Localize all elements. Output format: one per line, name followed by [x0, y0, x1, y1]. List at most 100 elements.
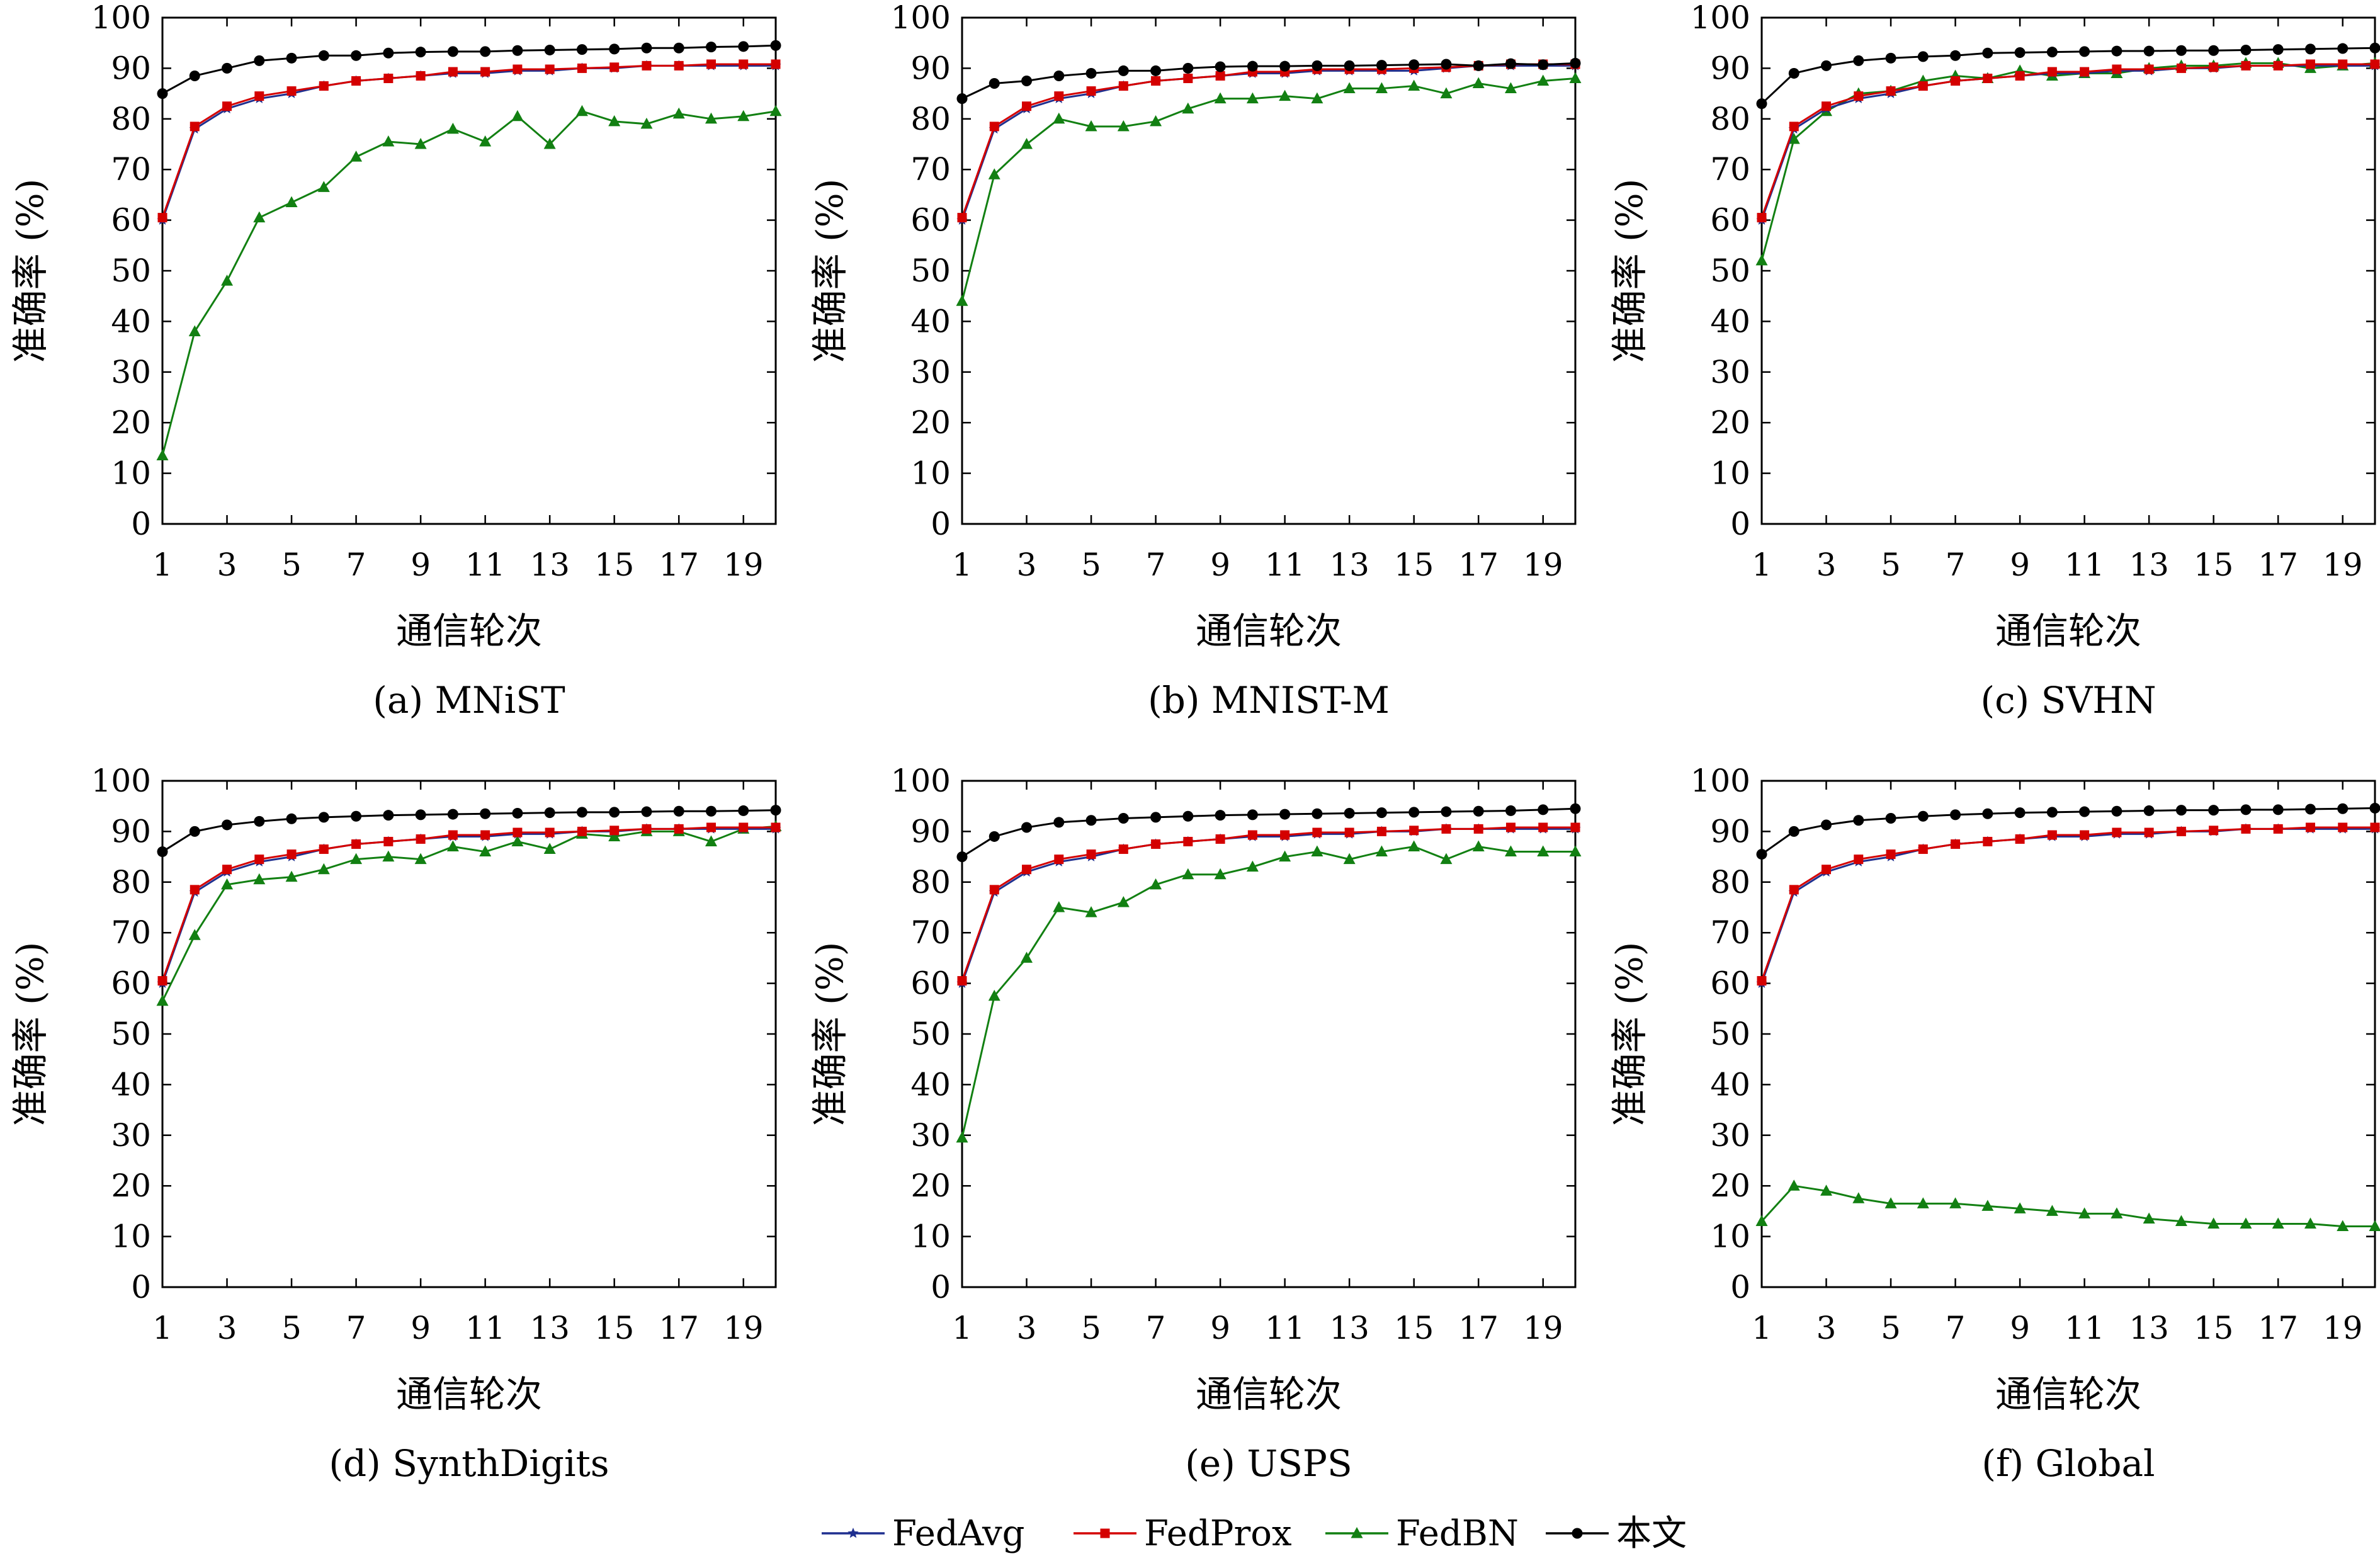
y-tick-label: 30 [111, 1117, 151, 1154]
data-point-ours [2208, 45, 2219, 56]
data-point-fedbn [1246, 860, 1259, 872]
x-tick-label: 3 [217, 547, 237, 583]
y-tick-label: 80 [910, 864, 951, 900]
data-point-fedbn [2240, 1217, 2252, 1229]
data-point-fedprox [2176, 63, 2186, 73]
data-point-fedbn [1053, 901, 1065, 912]
data-point-ours [738, 41, 749, 52]
series-line-fedbn [961, 846, 1575, 1139]
x-tick-label: 13 [530, 1310, 570, 1346]
y-tick-label: 0 [131, 506, 151, 542]
data-point-fedprox [609, 62, 620, 72]
data-point-fedprox [2080, 67, 2090, 77]
data-point-fedbn [1150, 115, 1162, 127]
data-point-ours [641, 806, 652, 817]
data-point-fedbn [1085, 906, 1097, 917]
x-tick-label: 19 [2323, 1310, 2363, 1346]
data-point-fedbn [1537, 845, 1550, 857]
series-line-fedavg [961, 64, 1575, 221]
x-tick-label: 7 [1946, 547, 1966, 583]
y-tick-label: 50 [111, 1016, 151, 1052]
x-tick-label: 17 [659, 1310, 699, 1346]
y-tick-label: 50 [910, 1016, 951, 1052]
data-point-fedprox [706, 822, 716, 832]
data-point-fedbn [2143, 1212, 2155, 1224]
data-point-fedbn [1504, 82, 1517, 94]
data-point-fedbn [1246, 92, 1259, 104]
x-axis-title: 通信轮次 [1995, 610, 2141, 652]
data-point-fedprox [383, 836, 394, 846]
data-point-fedbn [1820, 1184, 1833, 1196]
data-point-ours [1247, 809, 1258, 821]
legend-entry-ours: 本文 [1546, 1513, 1687, 1554]
y-tick-label: 0 [1730, 1269, 1750, 1305]
y-tick-label: 0 [931, 1269, 951, 1305]
x-tick-label: 13 [1329, 547, 1369, 583]
y-tick-label: 100 [1691, 0, 1750, 36]
data-point-ours [1215, 810, 1226, 821]
y-tick-label: 60 [111, 202, 151, 239]
series-ours [1756, 802, 2380, 860]
data-point-ours [157, 88, 168, 99]
series-line-fedavg [161, 827, 776, 984]
data-point-fedbn [1788, 1179, 1800, 1191]
data-point-fedbn [988, 989, 1000, 1001]
x-tick-label: 1 [152, 547, 173, 583]
x-tick-label: 17 [2258, 547, 2298, 583]
data-point-fedprox [1215, 71, 1225, 81]
data-point-fedbn [1182, 102, 1194, 114]
data-point-fedbn [1375, 82, 1388, 94]
data-point-fedprox [1822, 865, 1832, 875]
subplot-caption: (e) USPS [1185, 1442, 1352, 1485]
data-point-fedbn [2272, 1217, 2284, 1229]
y-tick-label: 60 [111, 965, 151, 1002]
data-point-fedbn [253, 873, 266, 885]
plot-frame [1760, 16, 2376, 525]
data-point-fedbn [1537, 74, 1550, 86]
y-tick-label: 90 [1710, 50, 1750, 86]
data-point-fedprox [448, 67, 458, 77]
data-point-fedprox [286, 849, 297, 860]
data-point-fedbn [2014, 1202, 2026, 1213]
data-point-ours [2369, 802, 2380, 814]
x-tick-label: 19 [1523, 547, 1563, 583]
x-tick-label: 13 [2129, 1310, 2169, 1346]
data-point-fedbn [1343, 853, 1356, 865]
data-point-fedprox [989, 122, 999, 132]
data-point-ours [1053, 70, 1065, 81]
data-point-ours [2208, 805, 2219, 816]
data-point-ours [1756, 849, 1767, 860]
data-point-ours [1376, 60, 1387, 71]
y-tick-label: 70 [910, 151, 951, 188]
y-tick-label: 30 [910, 354, 951, 390]
data-point-fedprox [2144, 827, 2154, 838]
data-point-ours [157, 846, 168, 858]
y-tick-label: 70 [910, 914, 951, 951]
data-point-fedprox [254, 855, 264, 865]
x-tick-label: 15 [1394, 1310, 1434, 1346]
data-point-fedprox [2144, 64, 2154, 74]
x-tick-label: 19 [2323, 547, 2363, 583]
x-axis-title: 通信轮次 [1196, 1373, 1342, 1416]
x-axis-title: 通信轮次 [1995, 1373, 2141, 1416]
data-point-fedprox [2047, 830, 2057, 840]
data-point-ours [1982, 808, 1993, 819]
data-point-fedprox [545, 827, 555, 838]
data-point-ours [2014, 807, 2026, 819]
data-point-fedbn [1375, 845, 1388, 857]
data-point-ours [2272, 804, 2284, 815]
data-point-ours [1473, 60, 1484, 71]
data-point-fedprox [190, 122, 200, 132]
data-point-ours [254, 815, 265, 827]
data-point-fedprox [739, 59, 749, 69]
x-tick-label: 19 [1523, 1310, 1563, 1346]
series-line-fedavg [961, 827, 1575, 984]
data-point-fedprox [1854, 855, 1864, 865]
data-point-fedprox [1473, 824, 1483, 834]
data-point-ours [1788, 67, 1799, 79]
series-fedprox [157, 59, 781, 223]
data-point-ours [2111, 805, 2122, 817]
data-point-fedprox [1538, 822, 1548, 832]
